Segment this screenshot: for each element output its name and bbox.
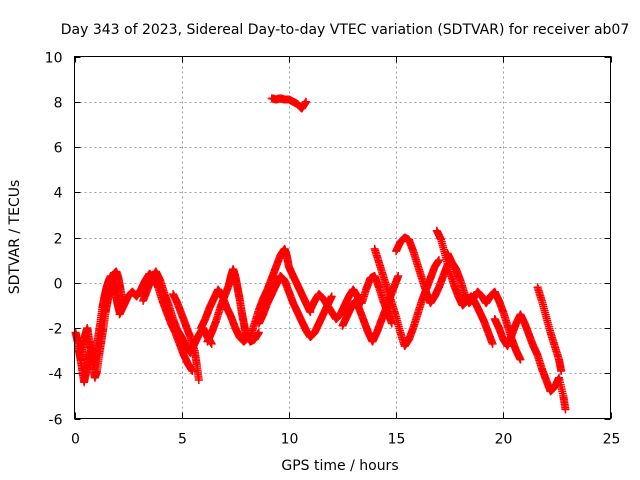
data-point — [394, 271, 403, 280]
data-point — [516, 355, 525, 364]
plot-frame — [74, 56, 611, 419]
x-tick-label: 10 — [281, 432, 299, 448]
data-series-s6 — [203, 265, 263, 346]
y-tick-label: 2 — [54, 232, 63, 248]
data-series-s2 — [74, 271, 124, 366]
data-series-s7 — [196, 285, 253, 346]
data-series-s3 — [115, 269, 197, 375]
y-tick-label: 8 — [54, 96, 63, 112]
tick-labels: 0 5 10 15 20 25 -6 -4 -2 0 2 4 6 8 10 — [45, 51, 621, 448]
data-series-s8 — [246, 244, 315, 342]
chart-title: Day 343 of 2023, Sidereal Day-to-day VTE… — [61, 22, 630, 38]
y-tick-label: -2 — [49, 322, 63, 338]
data-point — [327, 292, 336, 301]
x-tick-label: 0 — [71, 432, 80, 448]
x-tick-label: 5 — [178, 432, 187, 448]
data-series-s5 — [169, 290, 203, 385]
x-tick-label: 15 — [388, 432, 406, 448]
data-series-s12 — [338, 271, 403, 346]
data-series-s10 — [267, 94, 311, 113]
y-tick-label: 6 — [54, 141, 63, 157]
x-tick-label: 20 — [495, 432, 513, 448]
data-point — [561, 405, 570, 414]
data-series-s18 — [533, 283, 566, 375]
y-axis-label: SDTVAR / TECUs — [7, 180, 23, 295]
data-point — [188, 366, 197, 375]
grid-lines — [74, 56, 611, 419]
data-point — [557, 366, 566, 375]
data-point — [254, 328, 263, 337]
x-tick-label: 25 — [603, 432, 621, 448]
x-axis-label: GPS time / hours — [281, 458, 398, 474]
data-series-s17 — [490, 310, 570, 414]
data-point — [488, 339, 497, 348]
y-tick-label: 4 — [54, 186, 63, 202]
y-tick-label: 0 — [54, 277, 63, 293]
axis-ticks — [74, 56, 612, 420]
y-tick-label: 10 — [45, 51, 63, 67]
data-points — [71, 94, 570, 414]
data-series-s16 — [443, 249, 525, 364]
y-tick-label: -6 — [49, 413, 63, 429]
data-point — [194, 376, 203, 385]
data-point — [302, 97, 311, 106]
y-tick-label: -4 — [49, 367, 63, 383]
data-point — [387, 319, 396, 328]
data-point — [434, 256, 443, 265]
